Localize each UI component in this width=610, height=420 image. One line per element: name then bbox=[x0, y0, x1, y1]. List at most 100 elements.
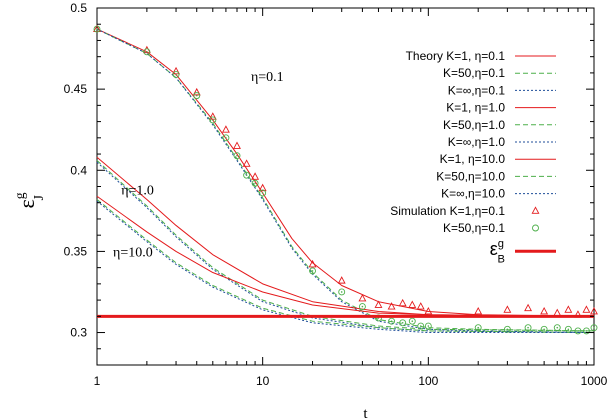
series-line-7 bbox=[96, 199, 595, 334]
sim-point-triangle bbox=[590, 306, 598, 315]
y-tick-label: 0.5 bbox=[70, 1, 87, 15]
sim-point-triangle bbox=[258, 183, 267, 192]
legend-label-11: εg B bbox=[490, 238, 505, 265]
sim-point-triangle bbox=[408, 300, 417, 308]
sim-point-circle-ring bbox=[553, 324, 561, 332]
y-tick-label: 0.4 bbox=[70, 163, 87, 177]
sim-point-triangle bbox=[474, 306, 483, 315]
legend-label-1: K=50,η=0.1 bbox=[443, 66, 505, 80]
sim-point-triangle bbox=[93, 24, 101, 33]
sim-point-triangle bbox=[540, 306, 549, 315]
annotation-label-2: η=10.0 bbox=[113, 245, 153, 260]
sim-point-circle-dot bbox=[427, 325, 430, 327]
series-line-8 bbox=[96, 200, 594, 334]
sim-point-triangle bbox=[374, 300, 383, 308]
sim-point-circle-ring bbox=[243, 171, 251, 179]
sim-point-circle-dot bbox=[195, 94, 198, 97]
sim-point-triangle bbox=[358, 294, 367, 302]
sim-point-circle-dot bbox=[245, 174, 248, 176]
axes-group: 1 10 100 1000 0.3 0.35 0.4 0.45 0.5 t εg J bbox=[12, 1, 608, 420]
legend-label-0: Theory K=1, η=0.1 bbox=[406, 49, 506, 63]
sim-point-circle bbox=[590, 324, 598, 332]
sim-point-circle bbox=[259, 189, 267, 197]
sim-point-circle-ring bbox=[574, 327, 582, 335]
sim-point-circle-dot bbox=[175, 73, 177, 76]
x-tick-label: 1000 bbox=[581, 374, 608, 388]
legend-label-5: K=∞,η=1.0 bbox=[448, 135, 506, 149]
series-line-1 bbox=[96, 28, 595, 332]
sim-point-circle-dot bbox=[411, 320, 414, 322]
sim-point-triangle bbox=[387, 302, 396, 310]
sim-point-circle-dot bbox=[261, 192, 264, 194]
sim-point-circle-dot bbox=[567, 328, 570, 331]
sim-point-circle-ring bbox=[408, 317, 416, 325]
sim-point-triangle bbox=[582, 305, 591, 313]
sim-point-circle-ring bbox=[590, 324, 598, 332]
sim-point-triangle bbox=[398, 298, 407, 307]
sim-point-triangle bbox=[233, 141, 241, 149]
sim-point-circle-ring bbox=[309, 267, 316, 275]
x-tick-label: 10 bbox=[256, 374, 270, 388]
sim-point-circle-ring bbox=[209, 116, 217, 124]
y-axis-label: εg J bbox=[12, 192, 46, 208]
legend-label-4: K=50,η=1.0 bbox=[443, 118, 505, 132]
sim-point-circle-dot bbox=[401, 322, 404, 324]
x-axis-label: t bbox=[363, 406, 368, 420]
y-tick-label: 0.3 bbox=[70, 326, 87, 340]
sim-point-circle-dot bbox=[556, 326, 559, 329]
sim-point-circle-ring bbox=[338, 288, 346, 296]
sim-point-circle bbox=[233, 152, 241, 160]
series-line-4 bbox=[96, 160, 595, 332]
legend-label-7: K=50,η=10.0 bbox=[436, 169, 505, 183]
legend: Theory K=1, η=0.1 K=50,η=0.1 K=∞,η=0.1 K=1,… bbox=[390, 49, 556, 265]
sim-point-circle bbox=[143, 48, 151, 56]
sim-point-circle-dot bbox=[311, 270, 314, 272]
sim-point-circle bbox=[358, 303, 366, 311]
sim-point-triangle bbox=[251, 172, 260, 180]
sim-point-circle bbox=[582, 327, 590, 335]
sim-point-circle-ring bbox=[358, 303, 366, 311]
x-tick-label: 1 bbox=[94, 374, 101, 388]
sim-point-circle-ring bbox=[222, 134, 230, 142]
series-line-0 bbox=[96, 28, 595, 317]
sim-point-circle bbox=[399, 319, 407, 327]
sim-point-circle-dot bbox=[146, 51, 148, 53]
sim-point-circle-ring bbox=[540, 325, 548, 333]
series-line-3 bbox=[96, 156, 595, 317]
sim-point-triangle bbox=[308, 259, 317, 268]
sim-point-circle bbox=[553, 324, 561, 332]
legend-label-9: Simulation K=1,η=0.1 bbox=[390, 204, 505, 218]
sim-point-triangle bbox=[503, 305, 512, 313]
legend-label-6: K=1, η=10.0 bbox=[440, 152, 506, 166]
sim-point-triangle bbox=[564, 305, 573, 313]
sim-point-circle-dot bbox=[543, 328, 545, 331]
sim-point-circle-dot bbox=[211, 119, 214, 121]
legend-label-2: K=∞,η=0.1 bbox=[448, 83, 506, 97]
sim-point-circle bbox=[222, 134, 230, 142]
sim-point-circle-ring bbox=[193, 92, 201, 100]
x-tick-label: 100 bbox=[418, 374, 438, 388]
sim-point-circle-dot bbox=[593, 326, 595, 329]
sim-point-circle bbox=[172, 71, 180, 78]
sim-point-circle-ring bbox=[233, 152, 241, 160]
series-group bbox=[93, 24, 598, 335]
sim-point-circle-ring bbox=[143, 48, 151, 56]
sim-point-circle bbox=[338, 288, 346, 296]
sim-point-circle bbox=[93, 25, 101, 33]
sim-point-circle-dot bbox=[254, 182, 256, 185]
sim-point-triangle bbox=[221, 125, 230, 133]
y-tick-label: 0.45 bbox=[64, 82, 88, 96]
sim-point-circle-ring bbox=[172, 71, 180, 78]
sim-point-circle-dot bbox=[527, 326, 529, 329]
sim-point-circle-ring bbox=[399, 319, 407, 327]
sim-point-circle-ring bbox=[582, 327, 590, 335]
sim-point-circle bbox=[417, 322, 425, 330]
legend-label-3: K=1, η=1.0 bbox=[446, 101, 505, 115]
plot-frame bbox=[96, 7, 595, 366]
sim-point-circle bbox=[474, 324, 482, 332]
sim-point-circle-ring bbox=[524, 324, 532, 332]
sim-point-circle bbox=[193, 92, 201, 100]
sim-point-circle bbox=[503, 325, 511, 333]
y-tick-label: 0.35 bbox=[64, 244, 88, 258]
